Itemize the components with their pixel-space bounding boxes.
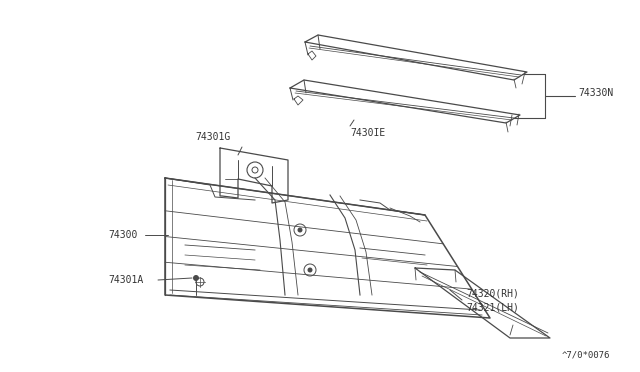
Text: 74301A: 74301A xyxy=(108,275,143,285)
Text: 74320(RH): 74320(RH) xyxy=(466,288,519,298)
Text: 74301G: 74301G xyxy=(195,132,230,142)
Circle shape xyxy=(307,267,312,273)
Text: 74330N: 74330N xyxy=(578,88,613,98)
Text: 74300: 74300 xyxy=(108,230,138,240)
Text: 74321(LH): 74321(LH) xyxy=(466,302,519,312)
Text: ^7/0*0076: ^7/0*0076 xyxy=(562,351,610,360)
Circle shape xyxy=(298,228,303,232)
Text: 7430IE: 7430IE xyxy=(350,128,385,138)
Circle shape xyxy=(193,275,199,281)
